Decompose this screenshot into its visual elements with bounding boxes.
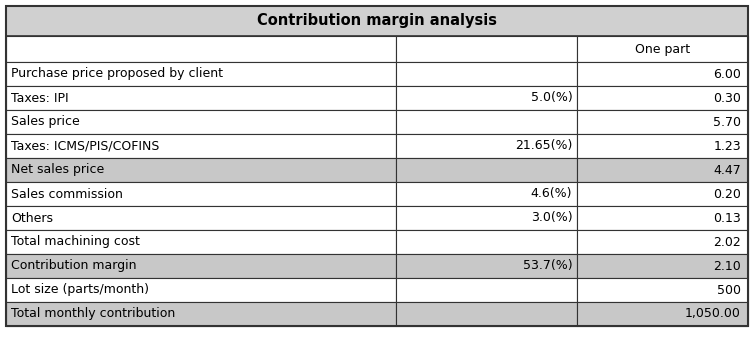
Bar	[396, 110, 578, 134]
Bar	[578, 36, 748, 62]
Text: 0.20: 0.20	[713, 188, 741, 200]
Bar	[578, 302, 748, 326]
Bar	[6, 6, 748, 36]
Bar	[396, 278, 578, 302]
Text: Taxes: ICMS/PIS/COFINS: Taxes: ICMS/PIS/COFINS	[11, 140, 159, 152]
Bar	[396, 86, 578, 110]
Text: 4.47: 4.47	[713, 164, 741, 176]
Bar	[6, 278, 396, 302]
Text: Purchase price proposed by client: Purchase price proposed by client	[11, 68, 223, 80]
Bar	[396, 302, 578, 326]
Bar	[6, 36, 396, 62]
Text: Total machining cost: Total machining cost	[11, 236, 140, 248]
Text: 500: 500	[717, 284, 741, 296]
Bar	[578, 158, 748, 182]
Bar	[578, 182, 748, 206]
Bar	[396, 182, 578, 206]
Text: 2.02: 2.02	[713, 236, 741, 248]
Bar	[396, 36, 578, 62]
Bar	[6, 206, 396, 230]
Text: Taxes: IPI: Taxes: IPI	[11, 92, 69, 104]
Text: 3.0(%): 3.0(%)	[531, 212, 572, 224]
Text: 5.70: 5.70	[713, 116, 741, 128]
Text: Lot size (parts/month): Lot size (parts/month)	[11, 284, 149, 296]
Bar	[6, 302, 396, 326]
Bar	[396, 230, 578, 254]
Text: Sales commission: Sales commission	[11, 188, 123, 200]
Bar	[396, 62, 578, 86]
Bar	[578, 62, 748, 86]
Text: 0.13: 0.13	[713, 212, 741, 224]
Bar	[6, 62, 396, 86]
Text: 1,050.00: 1,050.00	[685, 308, 741, 321]
Text: 2.10: 2.10	[713, 260, 741, 272]
Bar	[6, 158, 396, 182]
Text: One part: One part	[635, 42, 690, 55]
Text: 6.00: 6.00	[713, 68, 741, 80]
Text: 53.7(%): 53.7(%)	[523, 260, 572, 272]
Text: 1.23: 1.23	[713, 140, 741, 152]
Bar	[6, 182, 396, 206]
Bar	[578, 278, 748, 302]
Text: 5.0(%): 5.0(%)	[531, 92, 572, 104]
Bar	[578, 110, 748, 134]
Bar	[578, 86, 748, 110]
Text: Contribution margin analysis: Contribution margin analysis	[257, 14, 497, 29]
Bar	[578, 206, 748, 230]
Text: Net sales price: Net sales price	[11, 164, 104, 176]
Text: 21.65(%): 21.65(%)	[515, 140, 572, 152]
Bar	[6, 134, 396, 158]
Bar	[396, 206, 578, 230]
Bar	[6, 110, 396, 134]
Bar	[396, 158, 578, 182]
Text: 4.6(%): 4.6(%)	[531, 188, 572, 200]
Bar	[578, 134, 748, 158]
Bar	[6, 230, 396, 254]
Bar	[6, 254, 396, 278]
Bar	[396, 254, 578, 278]
Text: Sales price: Sales price	[11, 116, 80, 128]
Text: 0.30: 0.30	[713, 92, 741, 104]
Bar	[396, 134, 578, 158]
Bar	[578, 230, 748, 254]
Text: Total monthly contribution: Total monthly contribution	[11, 308, 175, 321]
Bar	[578, 254, 748, 278]
Text: Contribution margin: Contribution margin	[11, 260, 136, 272]
Text: Others: Others	[11, 212, 53, 224]
Bar	[6, 86, 396, 110]
